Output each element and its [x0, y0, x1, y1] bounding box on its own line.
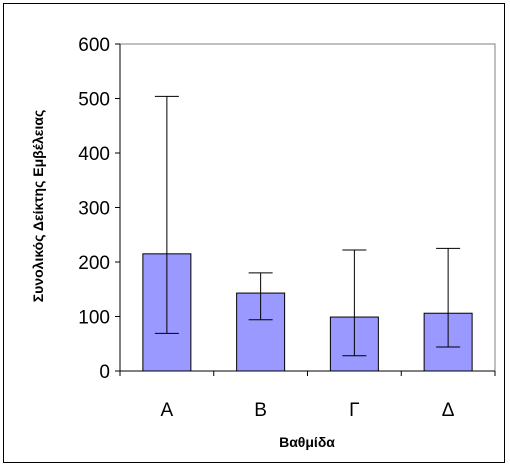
plot-area: 0 100 200 300 400 500 600 Α Β Γ Δ: [78, 35, 496, 421]
y-tick-label: 0: [99, 362, 110, 383]
x-tick-label: Α: [161, 400, 174, 421]
y-tick-label: 200: [78, 253, 110, 274]
x-tick-label: Γ: [349, 400, 359, 421]
x-axis-title: Βαθμίδα: [279, 434, 335, 450]
y-tick-label: 500: [78, 90, 110, 111]
y-axis-title: Συνολικός Δείκτης Εμβέλειας: [30, 110, 46, 302]
y-tick-label: 400: [78, 144, 110, 165]
y-tick-label: 300: [78, 199, 110, 220]
x-tick-label: Δ: [442, 400, 455, 421]
x-tick-label: Β: [254, 400, 267, 421]
y-tick-label: 100: [78, 308, 110, 329]
bar: [236, 292, 286, 372]
y-tick-label: 600: [78, 35, 110, 56]
